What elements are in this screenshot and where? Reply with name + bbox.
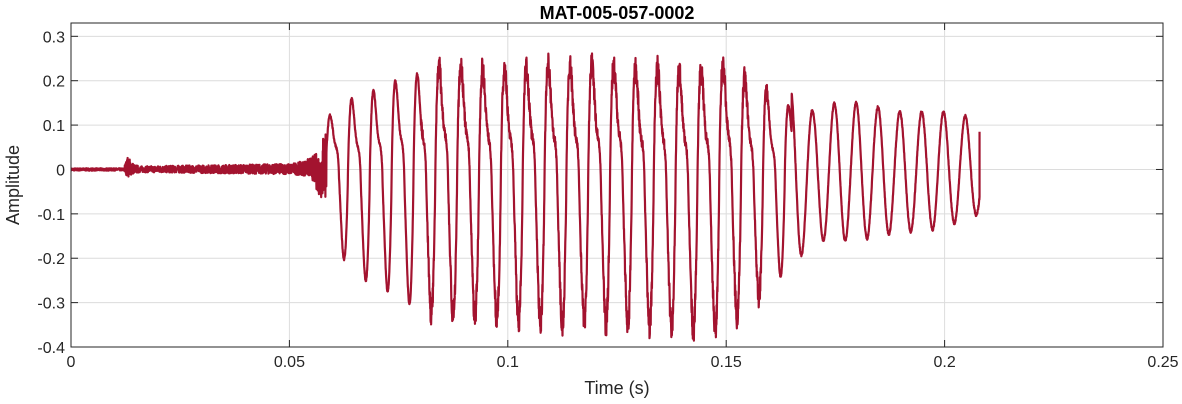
y-tick-label: 0.2 xyxy=(43,74,65,91)
x-tick-label: 0.25 xyxy=(1147,354,1178,371)
y-axis-title: Amplitude xyxy=(3,145,23,225)
y-tick-label: -0.3 xyxy=(37,296,65,313)
x-tick-label: 0.2 xyxy=(933,354,955,371)
y-tick-label: -0.2 xyxy=(37,251,65,268)
y-tick-label: 0.1 xyxy=(43,118,65,135)
plot-area xyxy=(71,23,1163,347)
x-tick-label: 0.05 xyxy=(274,354,305,371)
y-tick-label: 0 xyxy=(56,162,65,179)
y-tick-label: 0.3 xyxy=(43,29,65,46)
y-tick-labels: -0.4 -0.3 -0.2 -0.1 0 0.1 0.2 0.3 xyxy=(37,29,65,357)
y-tick-label: -0.1 xyxy=(37,207,65,224)
x-axis-title: Time (s) xyxy=(584,378,649,398)
grid-lines xyxy=(71,23,1163,347)
waveform-trace-group xyxy=(71,52,981,342)
y-tick-label: -0.4 xyxy=(37,340,65,357)
x-tick-label: 0 xyxy=(67,354,76,371)
chart-title: MAT-005-057-0002 xyxy=(540,3,695,23)
x-tick-label: 0.15 xyxy=(711,354,742,371)
waveform-line xyxy=(71,52,981,342)
x-tick-label: 0.1 xyxy=(497,354,519,371)
x-tick-labels: 0 0.05 0.1 0.15 0.2 0.25 xyxy=(67,354,1179,371)
plot-frame xyxy=(70,22,1164,348)
